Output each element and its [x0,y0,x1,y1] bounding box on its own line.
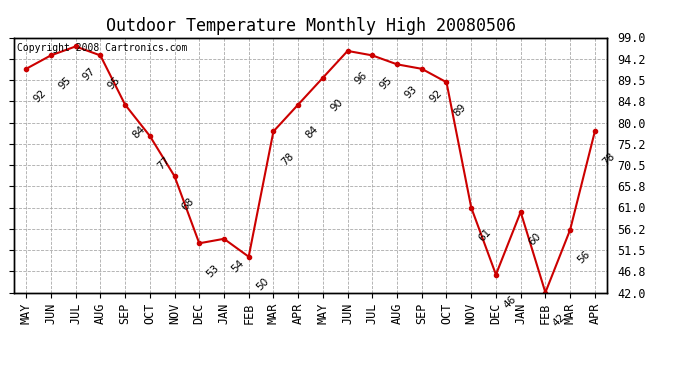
Text: 93: 93 [402,84,419,100]
Text: 84: 84 [304,124,320,141]
Text: 53: 53 [205,263,221,279]
Text: 84: 84 [130,124,147,141]
Text: 89: 89 [452,102,469,118]
Text: 95: 95 [57,75,73,91]
Text: 61: 61 [477,227,493,243]
Text: 56: 56 [575,249,592,266]
Text: 54: 54 [230,258,246,275]
Text: 60: 60 [526,231,542,248]
Text: 78: 78 [279,151,295,167]
Text: 77: 77 [155,155,172,172]
Text: 96: 96 [353,70,370,87]
Title: Outdoor Temperature Monthly High 20080506: Outdoor Temperature Monthly High 2008050… [106,16,515,34]
Text: 50: 50 [254,276,270,292]
Text: 68: 68 [180,196,197,212]
Text: 42: 42 [551,312,567,328]
Text: 46: 46 [502,294,518,310]
Text: 92: 92 [32,88,48,105]
Text: 95: 95 [106,75,122,91]
Text: 92: 92 [427,88,444,105]
Text: 90: 90 [328,97,345,114]
Text: 97: 97 [81,66,97,82]
Text: 78: 78 [600,151,617,167]
Text: 95: 95 [378,75,394,91]
Text: Copyright 2008 Cartronics.com: Copyright 2008 Cartronics.com [17,43,187,52]
